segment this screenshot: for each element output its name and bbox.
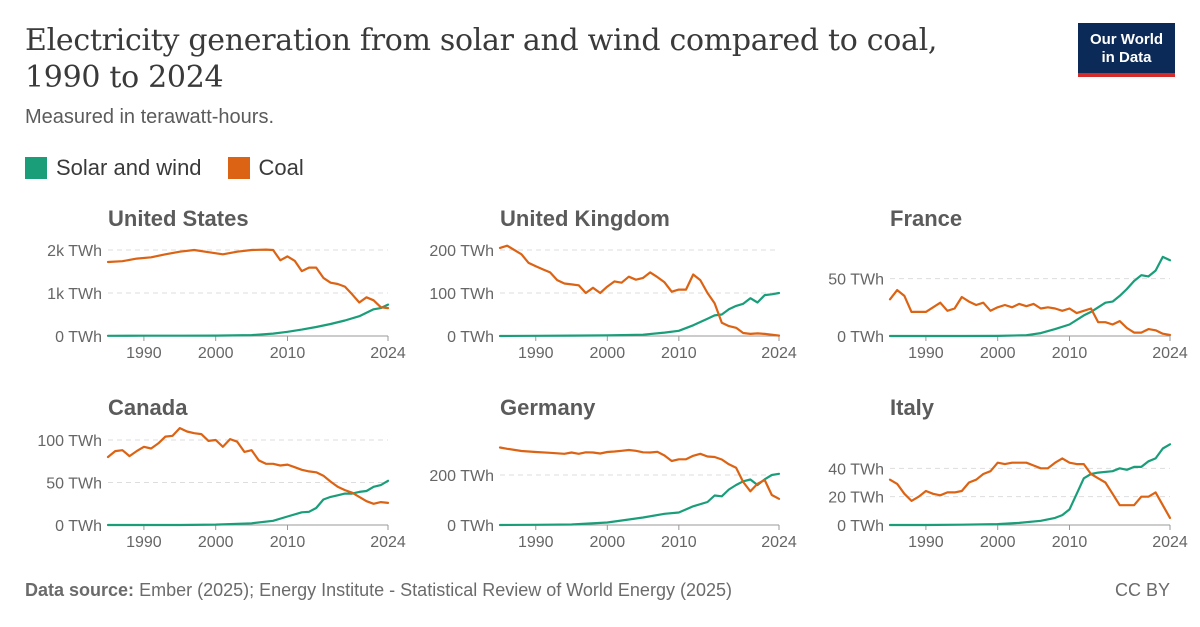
x-tick-label-france-1990: 1990 (908, 345, 944, 362)
series-line-united-states-coal (106, 248, 390, 310)
y-tick-label-france-0: 0 TWh (837, 329, 884, 346)
series-line-united-states-solar-and-wind (106, 303, 390, 337)
chart-title-line-1: Electricity generation from solar and wi… (25, 23, 938, 58)
x-tick-label-italy-2024: 2024 (1152, 534, 1188, 551)
y-tick-label-france-50: 50 TWh (828, 272, 884, 289)
series-line-canada-coal (106, 427, 390, 505)
y-tick-label-italy-40: 40 TWh (828, 461, 884, 478)
x-tick-label-united-states-2010: 2010 (270, 345, 306, 362)
data-source-text[interactable]: Ember (2025); Energy Institute - Statist… (139, 580, 732, 600)
y-tick-label-canada-50: 50 TWh (46, 476, 102, 493)
panel-title-germany: Germany (500, 395, 596, 420)
legend-label-solar-wind: Solar and wind (56, 155, 202, 180)
series-line-france-solar-and-wind (888, 255, 1172, 338)
x-tick-label-italy-2010: 2010 (1052, 534, 1088, 551)
legend: Solar and wind Coal (25, 155, 304, 181)
data-source-label: Data source: (25, 580, 135, 600)
x-tick-label-italy-1990: 1990 (908, 534, 944, 551)
x-tick-label-united-kingdom-1990: 1990 (518, 345, 554, 362)
panel-title-united-states: United States (108, 206, 249, 231)
x-tick-label-united-kingdom-2010: 2010 (661, 345, 697, 362)
y-tick-label-united-states-2000: 2k TWh (47, 243, 102, 260)
y-tick-label-italy-0: 0 TWh (837, 518, 884, 535)
legend-swatch-solar-wind (25, 157, 47, 179)
series-line-italy-solar-and-wind (888, 443, 1172, 527)
x-tick-label-united-states-2000: 2000 (198, 345, 234, 362)
legend-item-solar-wind[interactable]: Solar and wind (25, 155, 202, 181)
chart-title: Electricity generation from solar and wi… (25, 22, 985, 96)
logo-line-1: Our World (1089, 31, 1164, 48)
series-line-united-kingdom-coal (498, 244, 781, 337)
panel-title-united-kingdom: United Kingdom (500, 206, 670, 231)
x-tick-label-germany-1990: 1990 (518, 534, 554, 551)
x-tick-label-canada-2010: 2010 (270, 534, 306, 551)
legend-item-coal[interactable]: Coal (227, 155, 304, 181)
series-line-germany-solar-and-wind (498, 472, 781, 527)
legend-label-coal: Coal (258, 155, 304, 180)
x-tick-label-united-states-2024: 2024 (370, 345, 406, 362)
y-tick-label-united-kingdom-200: 200 TWh (429, 243, 494, 260)
y-tick-label-united-states-1000: 1k TWh (47, 286, 102, 303)
owid-logo[interactable]: Our World in Data (1078, 23, 1175, 77)
y-tick-label-canada-0: 0 TWh (55, 518, 102, 535)
series-line-united-kingdom-solar-and-wind (498, 291, 781, 338)
x-tick-label-united-states-1990: 1990 (126, 345, 162, 362)
series-line-italy-coal (888, 457, 1172, 519)
chart-subtitle: Measured in terawatt-hours. (25, 106, 275, 128)
y-tick-label-united-kingdom-100: 100 TWh (429, 286, 494, 303)
data-source: Data source: Ember (2025); Energy Instit… (25, 580, 732, 601)
x-tick-label-united-kingdom-2024: 2024 (761, 345, 797, 362)
y-tick-label-italy-20: 20 TWh (828, 490, 884, 507)
x-tick-label-united-kingdom-2000: 2000 (590, 345, 626, 362)
panel-title-france: France (890, 206, 962, 231)
legend-swatch-coal (227, 157, 250, 179)
license-label[interactable]: CC BY (1114, 580, 1170, 600)
panel-title-italy: Italy (890, 395, 935, 420)
y-tick-label-united-states-0: 0 TWh (55, 329, 102, 346)
y-tick-label-united-kingdom-0: 0 TWh (447, 329, 494, 346)
series-line-canada-solar-and-wind (106, 479, 390, 527)
series-line-france-coal (888, 289, 1172, 336)
y-tick-label-germany-200: 200 TWh (429, 468, 494, 485)
x-tick-label-france-2024: 2024 (1152, 345, 1188, 362)
panel-title-canada: Canada (108, 395, 188, 420)
x-tick-label-germany-2000: 2000 (590, 534, 626, 551)
x-tick-label-germany-2024: 2024 (761, 534, 797, 551)
y-tick-label-canada-100: 100 TWh (37, 433, 102, 450)
y-tick-label-germany-0: 0 TWh (447, 518, 494, 535)
x-tick-label-france-2010: 2010 (1052, 345, 1088, 362)
x-tick-label-italy-2000: 2000 (980, 534, 1016, 551)
series-line-germany-coal (498, 446, 781, 500)
x-tick-label-canada-2024: 2024 (370, 534, 406, 551)
x-tick-label-france-2000: 2000 (980, 345, 1016, 362)
x-tick-label-germany-2010: 2010 (661, 534, 697, 551)
x-tick-label-canada-1990: 1990 (126, 534, 162, 551)
x-tick-label-canada-2000: 2000 (198, 534, 234, 551)
logo-line-2: in Data (1101, 49, 1152, 66)
chart-title-line-2: 1990 to 2024 (25, 60, 224, 95)
